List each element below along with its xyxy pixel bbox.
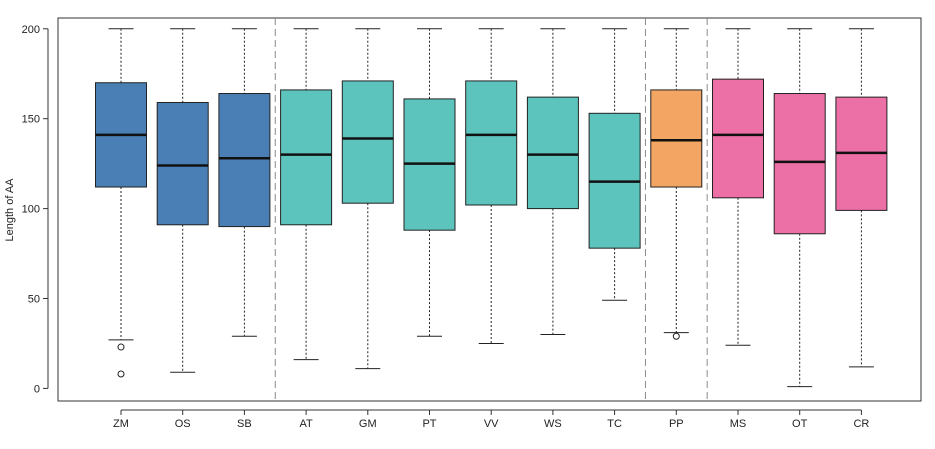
y-tick-label-50: 50 [28,294,40,306]
y-tick-label-100: 100 [22,204,40,216]
x-tick-label-zm: ZM [113,418,129,430]
x-tick-label-os: OS [175,418,191,430]
box-gm [341,28,394,370]
box-ws [526,28,579,335]
y-tick-label-150: 150 [22,114,40,126]
x-tick-label-sb: SB [237,418,252,430]
y-axis: 0 50 100 150 200 [22,24,49,395]
x-tick-label-at: AT [299,418,313,430]
x-tick-label-cr: CR [853,418,869,430]
y-tick-label-200: 200 [22,24,40,36]
box-tc [588,28,641,301]
x-tick-label-ws: WS [544,418,562,430]
box-os [156,28,209,373]
box-ms [712,28,764,346]
box-pt [403,28,456,337]
iqr-box-gm [341,80,394,204]
box-ot [773,28,826,388]
iqr-box-at [280,89,333,226]
iqr-box-os [156,102,209,226]
box-at [280,28,333,361]
iqr-box-vv [465,80,518,206]
x-tick-label-gm: GM [359,418,377,430]
x-tick-label-ms: MS [730,418,747,430]
x-tick-label-ot: OT [792,418,808,430]
box-series [95,28,888,388]
box-zm [95,28,147,378]
y-axis-title: Length of AA [4,178,16,242]
x-tick-label-pp: PP [669,418,684,430]
y-tick-label-0: 0 [34,383,40,395]
box-cr [835,28,888,368]
box-vv [465,28,518,344]
plot-frame [57,17,922,402]
x-tick-label-tc: TC [607,418,622,430]
box-pp [650,28,703,340]
outlier-zm-0 [117,343,125,351]
x-tick-label-vv: VV [484,418,499,430]
iqr-box-ms [712,78,764,199]
iqr-box-pp [650,89,703,188]
iqr-box-sb [218,93,271,228]
x-tick-label-pt: PT [422,418,436,430]
group-separators [274,18,708,401]
outlier-pp-0 [672,332,680,340]
box-sb [218,28,271,337]
iqr-box-ws [526,96,579,210]
x-axis: ZM OS SB AT GM PT VV WS TC PP MS OT CR [113,409,869,430]
iqr-box-ot [773,93,826,235]
outlier-zm-1 [117,370,125,378]
